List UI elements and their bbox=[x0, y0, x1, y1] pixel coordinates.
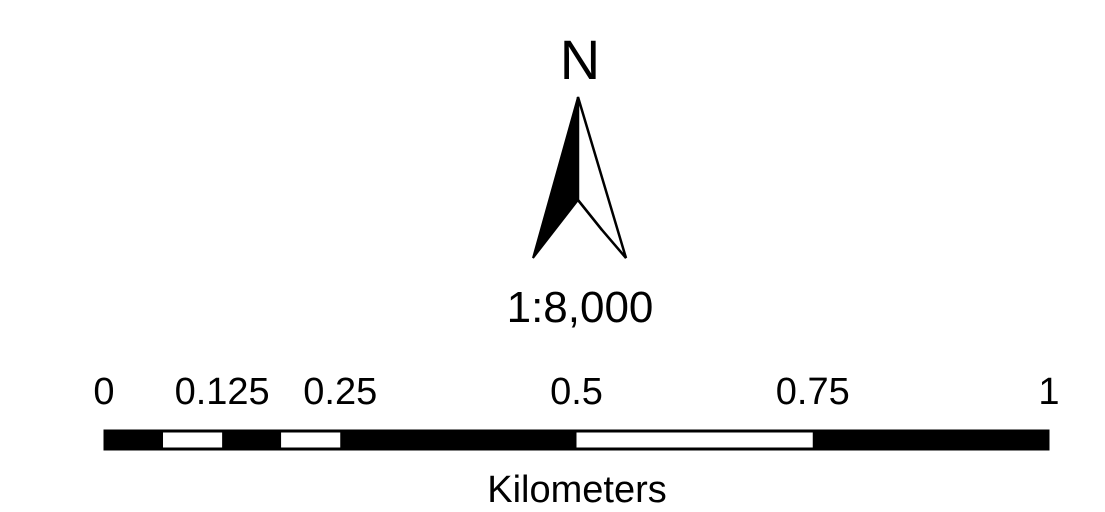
north-letter: N bbox=[559, 28, 601, 91]
scale-bar-segment bbox=[340, 430, 577, 450]
scale-bar-outline bbox=[103, 429, 1050, 451]
scale-tick-label: 1 bbox=[1038, 371, 1060, 413]
scale-tick-label: 0.5 bbox=[550, 371, 603, 413]
scale-tick-label: 0.125 bbox=[174, 371, 270, 413]
scale-ratio: 1:8,000 bbox=[506, 283, 654, 332]
scale-bar-segment bbox=[222, 430, 282, 450]
scale-units-label: Kilometers bbox=[487, 469, 667, 511]
scale-bar-segment bbox=[163, 430, 223, 450]
scale-tick-label: 0 bbox=[93, 371, 115, 413]
scale-bar-segment bbox=[576, 430, 813, 450]
scale-bar-segment bbox=[104, 430, 164, 450]
scale-bar-segment bbox=[812, 430, 1049, 450]
scale-tick-label: 0.75 bbox=[775, 371, 850, 413]
north-arrow-inner-edge bbox=[577, 199, 603, 231]
scale-tick-label: 0.25 bbox=[303, 371, 378, 413]
north-arrow-icon bbox=[532, 96, 628, 259]
scale-bar-segment bbox=[281, 430, 341, 450]
